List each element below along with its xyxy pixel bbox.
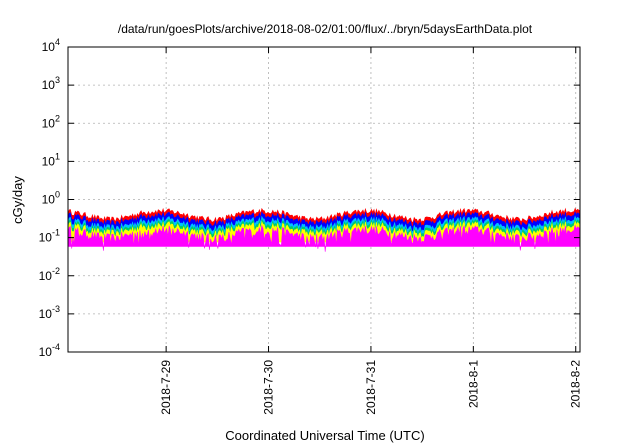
y-tick-exponent: -1 [52,228,60,238]
y-tick-base: 10 [39,307,53,321]
y-tick-label: 10-2 [39,266,60,283]
x-tick-label: 2018-7-30 [262,360,276,415]
y-tick-base: 10 [42,116,56,130]
y-tick-base: 10 [39,231,53,245]
y-tick-base: 10 [39,345,53,359]
y-tick-label: 101 [42,151,60,168]
y-tick-base: 10 [42,78,56,92]
y-tick-exponent: 2 [55,113,60,123]
y-tick-label: 102 [42,113,60,130]
y-tick-label: 10-1 [39,228,60,245]
x-axis-label: Coordinated Universal Time (UTC) [225,428,424,443]
series-layer [67,207,581,252]
grid [68,47,580,352]
y-tick-base: 10 [42,40,56,54]
x-tick-label: 2018-7-29 [159,360,173,415]
y-tick-exponent: -2 [52,266,60,276]
y-tick-label: 104 [42,37,60,54]
series-band [67,224,581,252]
x-tick-label: 2018-8-1 [466,360,480,408]
x-tick-label: 2018-8-2 [569,360,583,408]
y-tick-label: 100 [42,190,60,207]
y-tick-exponent: 1 [55,151,60,161]
y-tick-exponent: -4 [52,342,60,352]
y-tick-exponent: -3 [52,304,60,314]
y-axis-label: cGy/day [10,176,25,224]
y-tick-label: 10-4 [39,342,60,359]
x-axis: 2018-7-29 2018-7-30 2018-7-31 2018-8-1 2018-… [159,47,583,415]
y-tick-exponent: 0 [55,190,60,200]
y-tick-base: 10 [42,154,56,168]
y-tick-exponent: 3 [55,75,60,85]
chart-title: /data/run/goesPlots/archive/2018-08-02/0… [118,22,533,36]
y-tick-exponent: 4 [55,37,60,47]
y-tick-base: 10 [42,193,56,207]
x-tick-label: 2018-7-31 [364,360,378,415]
y-tick-label: 10-3 [39,304,60,321]
y-tick-base: 10 [39,269,53,283]
y-tick-label: 103 [42,75,60,92]
